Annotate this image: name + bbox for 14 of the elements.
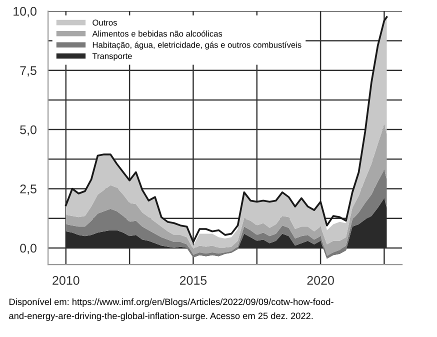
y-tick-label: 2,5 [20, 184, 36, 195]
x-tick-label: 2020 [307, 276, 334, 285]
y-tick-label: 0,0 [20, 244, 36, 254]
legend-label: Outros [92, 20, 117, 26]
x-tick-label: 2010 [52, 276, 80, 285]
y-tick-label: 10,0 [14, 6, 36, 18]
x-tick-label: 2015 [180, 276, 207, 285]
text: Disponível em: https://www.imf.org/en/Blogs/Articles/2022/09/09/cotw-how-food- [9, 298, 334, 307]
legend-label: Transporte [92, 53, 132, 61]
y-tick-label: 5,0 [20, 125, 36, 136]
text: and-energy-are-driving-the-global-inflation-surge. Acesso em 25 dez. 2022. [9, 312, 313, 321]
legend-label: Alimentos e bebidas não alcoólicas [92, 30, 222, 37]
legend-label: Habitação, água, eletricidade, gás e outros combustíveis [92, 42, 302, 50]
y-tick-label: 7,5 [20, 66, 36, 76]
